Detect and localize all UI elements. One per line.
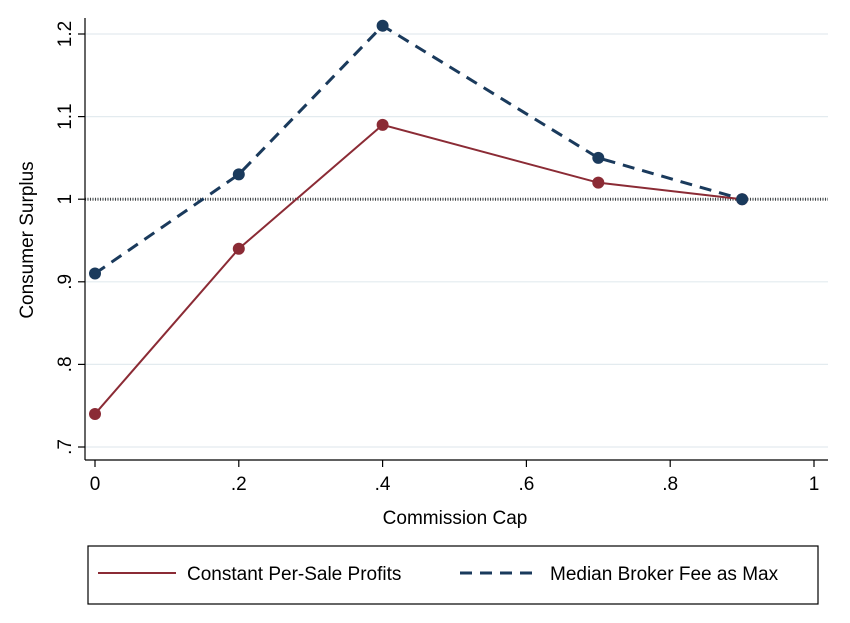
y-tick-label-5: 1.2 [55,21,76,47]
series-line-median-broker-fee-as-max [94,23,743,275]
y-tick-label-4: 1.1 [55,103,76,129]
data-point-constant-per-sale-profits-0 [89,407,101,420]
legend-label-median-broker-fee: Median Broker Fee as Max [550,564,779,585]
x-tick-label-0: 0 [90,474,101,495]
y-axis-title: Consumer Surplus [17,161,38,318]
y-tick-label-0: .7 [55,439,76,455]
y-tick-label-3: 1 [55,194,76,205]
data-point-median-broker-fee-as-max-0 [89,267,101,280]
data-point-median-broker-fee-as-max-1 [232,168,245,181]
x-tick-label-2: .4 [375,474,391,495]
data-point-median-broker-fee-as-max-4 [736,193,749,206]
x-tick-label-1: .2 [231,474,247,495]
y-tick-label-2: .9 [55,274,76,290]
x-tick-label-3: .6 [518,474,534,495]
x-tick-label-5: 1 [809,474,820,495]
data-point-constant-per-sale-profits-2 [376,118,389,131]
legend-label-constant-per-sale: Constant Per-Sale Profits [187,564,401,585]
data-point-constant-per-sale-profits-3 [592,176,605,189]
gridlines [85,33,828,448]
y-tick-label-1: .8 [55,356,76,372]
series-line-constant-per-sale-profits [94,123,743,415]
x-tick-label-4: .8 [662,474,678,495]
series [89,19,749,420]
legend: Constant Per-Sale Profits Median Broker … [87,545,819,605]
data-point-constant-per-sale-profits-1 [232,242,245,255]
data-point-median-broker-fee-as-max-3 [592,151,605,164]
axes: .7 .8 .9 1 1.1 1.2 0 .2 .4 .6 .8 1 [55,18,828,495]
data-point-median-broker-fee-as-max-2 [376,19,389,32]
x-axis-title: Commission Cap [383,508,528,529]
legend-box [87,545,819,605]
